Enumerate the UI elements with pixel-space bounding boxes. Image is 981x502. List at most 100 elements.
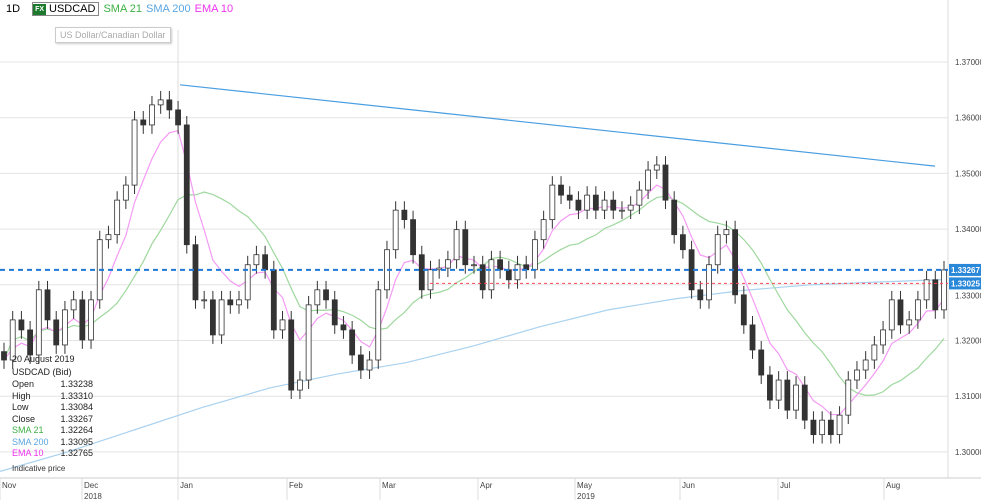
x-tick-label: Feb [289, 481, 303, 490]
candle-body [488, 259, 495, 291]
candle-body [645, 169, 651, 191]
candle-body [462, 229, 469, 266]
info-title: USDCAD (Bid) [12, 367, 72, 377]
candle-body [679, 234, 686, 251]
candle-body [140, 119, 147, 126]
y-tick-label: 1.31000 [955, 392, 981, 401]
y-tick-label: 1.30000 [955, 448, 981, 457]
x-tick-year: 2018 [84, 492, 102, 501]
candle-body [775, 379, 782, 401]
candle-body [27, 329, 34, 356]
candle-body [53, 319, 60, 346]
x-tick-label: Jun [682, 481, 695, 490]
legend-ema10[interactable]: EMA 10 [194, 3, 234, 15]
candle-body [479, 264, 486, 291]
info-date: 20 August 2019 [12, 354, 75, 364]
candle-body [9, 319, 16, 361]
info-row-ema10: EMA 10 1.32765 [12, 448, 105, 460]
info-value: 1.33095 [60, 436, 94, 447]
y-tick-label: 1.34000 [955, 225, 981, 234]
candle-body [758, 349, 765, 376]
candle-body [941, 269, 947, 311]
candle-body [627, 204, 634, 211]
sma21-line [3, 191, 945, 396]
candle-body [836, 414, 843, 436]
candle-body [662, 164, 669, 201]
candle-body [314, 289, 321, 306]
candle-body [149, 104, 155, 126]
x-tick-label: Jul [780, 481, 790, 490]
candle-body [323, 289, 329, 301]
candle-body [540, 219, 547, 241]
candle-body [349, 329, 356, 356]
timeframe[interactable]: 1D [6, 3, 21, 15]
candle-body [827, 419, 834, 436]
candle-body [357, 354, 364, 371]
y-tick-label: 1.35000 [955, 169, 981, 178]
candle-body [923, 279, 930, 301]
candle-body [175, 109, 181, 126]
candle-body [279, 319, 286, 331]
x-tick-label: Apr [480, 481, 493, 490]
x-tick-label: Mar [382, 481, 396, 490]
candle-body [549, 184, 556, 221]
candle-body [62, 309, 68, 346]
candle-body [305, 304, 312, 381]
candle-body [201, 299, 208, 302]
candle-body [793, 384, 799, 411]
candle-body [375, 289, 382, 361]
candle-body [497, 259, 504, 271]
info-row-low: Low 1.33084 [12, 402, 105, 414]
candle-body [706, 264, 712, 301]
candle-body [566, 194, 573, 201]
x-tick-label: Jan [180, 481, 193, 490]
x-tick-label: Nov [2, 481, 16, 490]
sma200-line [0, 278, 947, 472]
candle-body [105, 234, 112, 241]
legend-sma21[interactable]: SMA 21 [103, 3, 142, 15]
candle-body [575, 199, 582, 211]
candle-body [444, 259, 451, 269]
candle-body [862, 359, 869, 371]
candle-body [653, 164, 660, 171]
candle-body [471, 264, 477, 267]
candle-body [122, 184, 129, 201]
candle-body [392, 209, 399, 251]
candle-body [227, 299, 234, 306]
x-tick-year: 2019 [577, 492, 595, 501]
reference-price-label-bg [949, 277, 981, 290]
candle-body [714, 234, 721, 266]
symbol-tooltip: US Dollar/Canadian Dollar [55, 27, 171, 43]
candle-body [192, 244, 199, 301]
info-value: 1.33084 [60, 402, 94, 412]
candle-body [801, 384, 808, 421]
candle-body [854, 369, 860, 381]
candle-body [262, 254, 269, 271]
candle-body [505, 269, 512, 281]
candle-body [723, 229, 730, 236]
candle-body [914, 299, 921, 321]
candle-body [619, 209, 625, 212]
info-row-high: High 1.33310 [12, 391, 105, 403]
x-tick-label: May [577, 481, 592, 490]
candle-body [819, 419, 826, 436]
candle-body [44, 289, 51, 321]
candle-body [218, 299, 225, 336]
candle-body [880, 329, 886, 346]
candle-body [209, 299, 216, 336]
info-row-sma200: SMA 200 1.33095 [12, 437, 105, 449]
candle-body [1, 351, 7, 361]
candle-body [244, 264, 251, 301]
candle-body [410, 219, 416, 256]
candle-body [183, 124, 190, 246]
legend-sma200[interactable]: SMA 200 [146, 3, 191, 15]
info-row-close: Close 1.33267 [12, 414, 105, 426]
candle-body [366, 359, 373, 371]
info-row-sma21: SMA 21 1.32264 [12, 425, 105, 437]
symbol-selector[interactable]: FX USDCAD [32, 2, 100, 16]
candle-body [427, 269, 434, 291]
info-row-open: Open 1.33238 [12, 379, 105, 391]
info-key: Close [12, 413, 36, 424]
indicative-price-note: Indicative price [12, 464, 66, 473]
